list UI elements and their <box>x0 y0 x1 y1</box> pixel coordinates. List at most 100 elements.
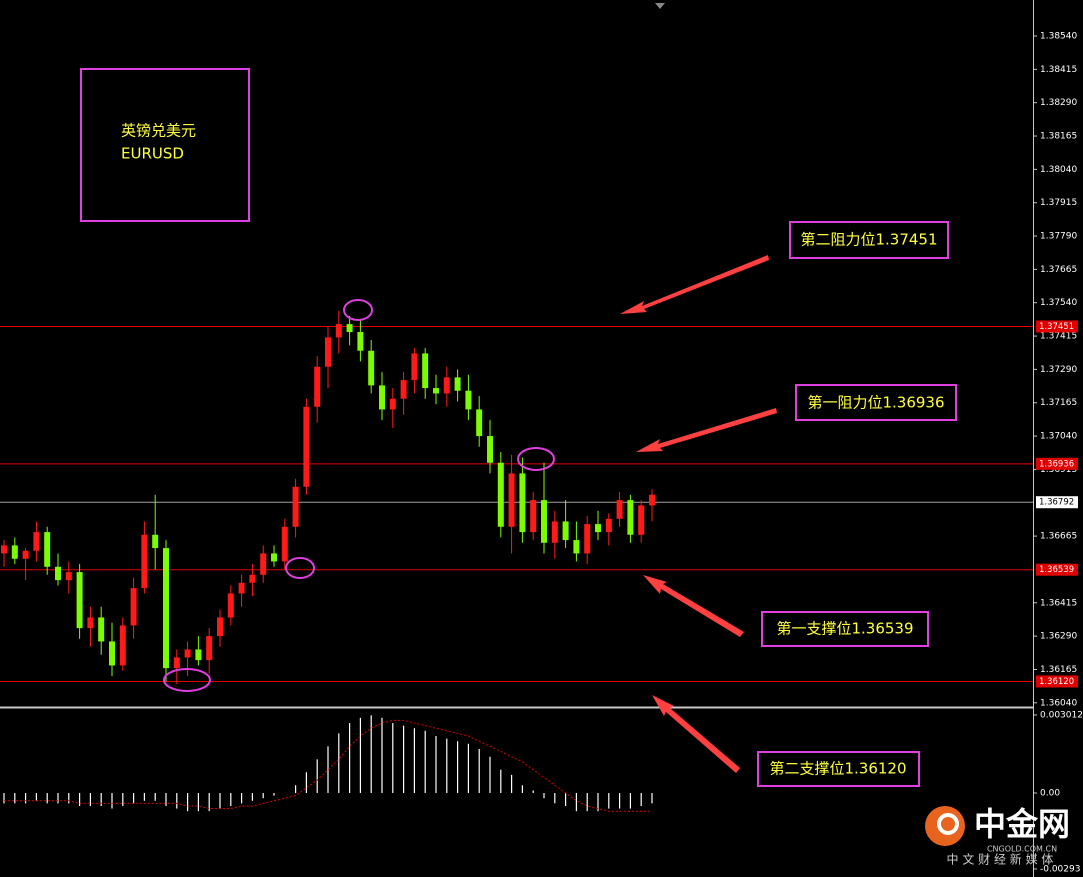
price-label-box <box>1036 496 1078 509</box>
y-tick-label: 1.37290 <box>1040 365 1077 375</box>
arrow <box>643 575 744 637</box>
candle-body <box>519 473 526 533</box>
y-tick-label: 1.37165 <box>1040 398 1077 408</box>
price-label: 1.36792 <box>1039 498 1074 508</box>
annotation-box <box>761 611 929 647</box>
price-label: 1.36539 <box>1039 565 1074 575</box>
price-label-box <box>1036 675 1078 688</box>
highlight <box>517 447 555 471</box>
candle-body <box>130 588 137 626</box>
y-tick-label: 1.36040 <box>1040 698 1077 708</box>
y-tick-label: 1.37540 <box>1040 298 1077 308</box>
y-tick-label: 1.36665 <box>1040 532 1077 542</box>
y-tick-label: 1.36415 <box>1040 598 1077 608</box>
annotation: 第一阻力位1.36936 <box>807 394 944 412</box>
candle-body <box>238 582 245 594</box>
arrow <box>652 695 740 773</box>
y-tick-label: 1.37040 <box>1040 432 1077 442</box>
annotation-box <box>789 221 949 259</box>
candle-body <box>379 385 385 410</box>
candle-body <box>76 572 83 629</box>
logo-icon <box>925 806 965 846</box>
y-tick-label: 1.38540 <box>1040 32 1077 42</box>
arrow <box>636 408 777 452</box>
candle-body <box>476 409 483 437</box>
annotation: 第二阻力位1.37451 <box>800 231 937 249</box>
logo-tagline: 中 文 财 经 新 媒 体 <box>947 852 1054 867</box>
candle-body <box>627 500 634 535</box>
y-tick-label: 0.003012 <box>1040 710 1083 720</box>
candle-body <box>55 566 61 581</box>
title: 英镑兑美元 <box>121 122 196 140</box>
candle-body <box>217 617 223 637</box>
candle-body <box>433 388 439 394</box>
y-tick-label: 1.36165 <box>1040 665 1077 675</box>
candle-body <box>454 377 461 391</box>
price-label: 1.36120 <box>1039 677 1074 687</box>
y-tick-label: 1.37415 <box>1040 332 1077 342</box>
price-label-box <box>1036 457 1078 470</box>
candle-body <box>400 380 407 399</box>
candle-body <box>11 545 18 559</box>
y-tick-label: 1.38165 <box>1040 132 1077 142</box>
candle-body <box>649 494 655 506</box>
logo-name: 中金网 <box>974 805 1070 843</box>
title-box <box>80 68 250 222</box>
candle-body <box>357 332 364 351</box>
price-label-box <box>1036 563 1078 576</box>
candle-body <box>314 366 321 407</box>
candle-body <box>497 462 504 527</box>
price-label: 1.36936 <box>1039 459 1074 469</box>
y-tick-label: 1.36290 <box>1040 632 1077 642</box>
y-tick-label: 1.37915 <box>1040 198 1077 208</box>
candle-body <box>119 625 126 666</box>
candle-body <box>335 324 342 338</box>
candle-body <box>562 521 569 541</box>
candle-body <box>227 593 234 618</box>
candle-body <box>260 553 267 575</box>
logo-icon <box>937 813 959 835</box>
candle-body <box>422 353 429 389</box>
candle-body <box>616 500 623 519</box>
candle-body <box>551 521 558 543</box>
candle-body <box>465 390 472 410</box>
candle-body <box>195 649 202 661</box>
candle-body <box>292 486 299 527</box>
y-tick-label: 1.36915 <box>1040 465 1077 475</box>
candle-body <box>325 337 331 367</box>
candle-body <box>141 534 148 589</box>
candle-body <box>389 398 396 410</box>
annotation-box <box>757 751 920 787</box>
y-tick-label: 1.38290 <box>1040 98 1077 108</box>
candle-body <box>638 505 645 535</box>
highlight <box>163 668 211 692</box>
candle-body <box>109 641 115 666</box>
candle-body <box>530 500 537 533</box>
candle-body <box>303 406 310 487</box>
candle-body <box>163 548 169 669</box>
scroll-marker <box>655 3 665 9</box>
candle-body <box>249 574 256 583</box>
candle-body <box>173 657 180 669</box>
candle-body <box>487 436 493 463</box>
signal-line <box>4 719 652 812</box>
y-tick-label: 1.38040 <box>1040 165 1077 175</box>
y-tick-label: 1.37790 <box>1040 232 1077 242</box>
candle-body <box>271 553 277 562</box>
price-label: 1.37451 <box>1039 322 1074 332</box>
candle-body <box>184 649 191 658</box>
arrow <box>620 255 769 314</box>
candle-body <box>44 532 51 567</box>
highlight <box>285 557 315 579</box>
candle-body <box>346 324 353 333</box>
subtitle: EURUSD <box>121 145 184 163</box>
candle-body <box>595 524 601 533</box>
annotation: 第一支撑位1.36539 <box>776 620 913 638</box>
candle-body <box>1 545 7 554</box>
logo-url: CNGOLD.COM.CN <box>987 845 1057 854</box>
annotation-box <box>795 384 957 421</box>
candle-body <box>443 377 450 394</box>
annotation: 第二支撑位1.36120 <box>769 760 906 778</box>
candle-body <box>281 526 288 562</box>
